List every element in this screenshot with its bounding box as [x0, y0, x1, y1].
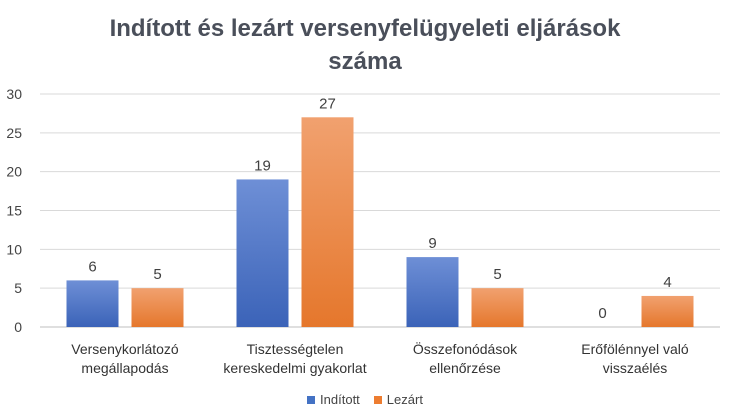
chart-title-line-1: Indított és lezárt versenyfelügyeleti el… — [109, 15, 621, 42]
x-category-label: Tisztességtelen — [247, 341, 344, 357]
x-category-label: visszaélés — [603, 360, 668, 376]
chart-legend: Indított Lezárt — [0, 392, 730, 407]
y-tick-label: 20 — [6, 164, 22, 180]
y-tick-label: 0 — [14, 319, 22, 335]
y-tick-label: 15 — [6, 203, 22, 219]
bar-lezárt — [471, 288, 524, 327]
y-tick-label: 10 — [6, 241, 22, 257]
data-label: 5 — [493, 266, 501, 283]
x-category-label: Versenykorlátozó — [71, 341, 179, 357]
data-label: 4 — [663, 274, 671, 291]
legend-swatch — [373, 395, 382, 404]
y-tick-label: 30 — [6, 86, 22, 102]
x-category-label: kereskedelmi gyakorlat — [223, 360, 366, 376]
data-label: 0 — [598, 305, 606, 322]
chart-title: Indított és lezárt versenyfelügyeleti el… — [0, 12, 730, 78]
legend-label: Lezárt — [386, 392, 423, 407]
bar-indított — [406, 257, 459, 327]
data-label: 19 — [254, 157, 271, 174]
bar-lezárt — [301, 117, 354, 327]
x-category-label: ellenőrzése — [429, 360, 501, 376]
y-tick-label: 25 — [6, 125, 22, 141]
data-label: 5 — [153, 266, 161, 283]
bar-indított — [66, 280, 119, 327]
legend-item-lezárt: Lezárt — [373, 392, 423, 407]
data-label: 9 — [428, 235, 436, 252]
data-label: 27 — [319, 95, 336, 112]
bar-lezárt — [641, 295, 694, 327]
legend-swatch — [307, 395, 316, 404]
legend-label: Indított — [320, 392, 360, 407]
x-category-label: Összefonódások — [413, 340, 518, 357]
y-tick-label: 5 — [14, 280, 22, 296]
bar-lezárt — [131, 288, 184, 327]
data-label: 6 — [88, 258, 96, 275]
x-category-label: megállapodás — [81, 360, 168, 376]
x-category-label: Erőfölénnyel való — [581, 341, 689, 357]
chart-title-line-2: száma — [328, 48, 402, 75]
legend-item-indított: Indított — [307, 392, 360, 407]
bar-indított — [236, 179, 289, 327]
